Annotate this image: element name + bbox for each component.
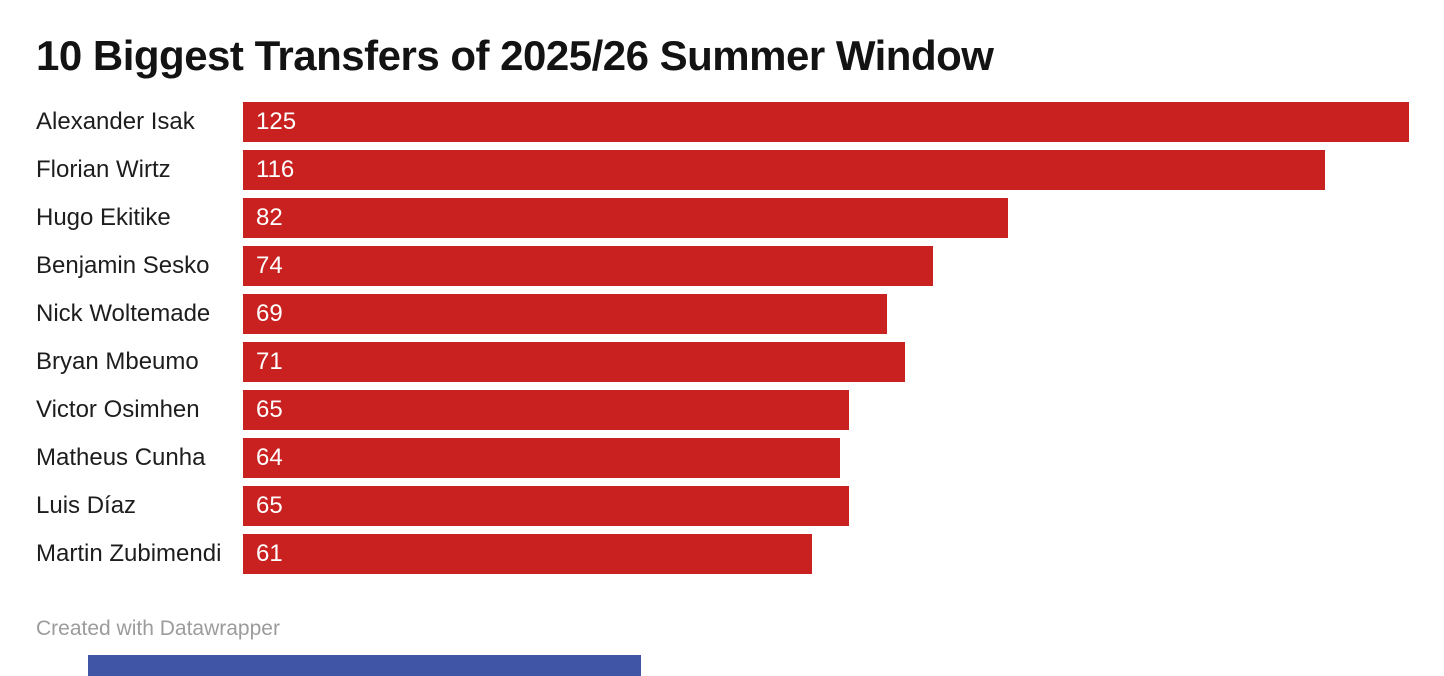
transfer-fee-bar: 61 bbox=[243, 534, 812, 574]
transfer-fee-bar: 65 bbox=[243, 390, 850, 430]
transfer-fee-bar: 116 bbox=[243, 150, 1326, 190]
bar-row: Matheus Cunha 64 bbox=[36, 438, 1409, 478]
chart-title: 10 Biggest Transfers of 2025/26 Summer W… bbox=[36, 32, 994, 79]
bar-track: 71 bbox=[243, 342, 1409, 382]
player-name-label: Martin Zubimendi bbox=[36, 540, 222, 567]
transfer-fee-bar: 82 bbox=[243, 198, 1008, 238]
player-name-label: Benjamin Sesko bbox=[36, 252, 210, 279]
bar-row: Florian Wirtz 116 bbox=[36, 150, 1409, 190]
bar-value-label: 125 bbox=[256, 108, 297, 135]
bar-value-label: 82 bbox=[256, 204, 283, 231]
player-name-label: Matheus Cunha bbox=[36, 444, 206, 471]
bar-value-label: 65 bbox=[256, 492, 283, 519]
bar-track: 116 bbox=[243, 150, 1409, 190]
bar-track: 74 bbox=[243, 246, 1409, 286]
bar-row: Luis Díaz 65 bbox=[36, 486, 1409, 526]
bar-value-label: 74 bbox=[256, 252, 283, 279]
bar-track: 82 bbox=[243, 198, 1409, 238]
bar-row: Alexander Isak 125 bbox=[36, 102, 1409, 142]
bar-row: Hugo Ekitike 82 bbox=[36, 198, 1409, 238]
datawrapper-credit-link[interactable]: Created with Datawrapper bbox=[36, 617, 280, 640]
bar-row: Bryan Mbeumo 71 bbox=[36, 342, 1409, 382]
bar-row: Victor Osimhen 65 bbox=[36, 390, 1409, 430]
bar-track: 64 bbox=[243, 438, 1409, 478]
transfer-fee-bar: 71 bbox=[243, 342, 906, 382]
player-name-label: Victor Osimhen bbox=[36, 396, 200, 423]
bar-track: 65 bbox=[243, 390, 1409, 430]
player-name-label: Alexander Isak bbox=[36, 108, 195, 135]
transfer-fee-bar: 69 bbox=[243, 294, 887, 334]
transfer-fee-bar: 64 bbox=[243, 438, 840, 478]
bar-value-label: 64 bbox=[256, 444, 283, 471]
bar-track: 61 bbox=[243, 534, 1409, 574]
player-name-label: Nick Woltemade bbox=[36, 300, 211, 327]
transfer-fee-bar: 65 bbox=[243, 486, 850, 526]
bar-value-label: 65 bbox=[256, 396, 283, 423]
bar-chart-rows: Alexander Isak 125 Florian Wirtz 116 Hugo Ek… bbox=[36, 102, 1409, 582]
bar-track: 69 bbox=[243, 294, 1409, 334]
bar-row: Benjamin Sesko 74 bbox=[36, 246, 1409, 286]
bar-value-label: 61 bbox=[256, 540, 283, 567]
bar-track: 125 bbox=[243, 102, 1409, 142]
bar-track: 65 bbox=[243, 486, 1409, 526]
player-name-label: Florian Wirtz bbox=[36, 156, 171, 183]
bar-value-label: 69 bbox=[256, 300, 283, 327]
player-name-label: Hugo Ekitike bbox=[36, 204, 171, 231]
transfer-fee-bar: 74 bbox=[243, 246, 934, 286]
bottom-blue-bar bbox=[88, 655, 641, 676]
transfer-fee-bar: 125 bbox=[243, 102, 1409, 142]
bar-row: Martin Zubimendi 61 bbox=[36, 534, 1409, 574]
bar-row: Nick Woltemade 69 bbox=[36, 294, 1409, 334]
player-name-label: Luis Díaz bbox=[36, 492, 137, 519]
bar-value-label: 116 bbox=[256, 156, 295, 183]
player-name-label: Bryan Mbeumo bbox=[36, 348, 199, 375]
bar-value-label: 71 bbox=[256, 348, 283, 375]
